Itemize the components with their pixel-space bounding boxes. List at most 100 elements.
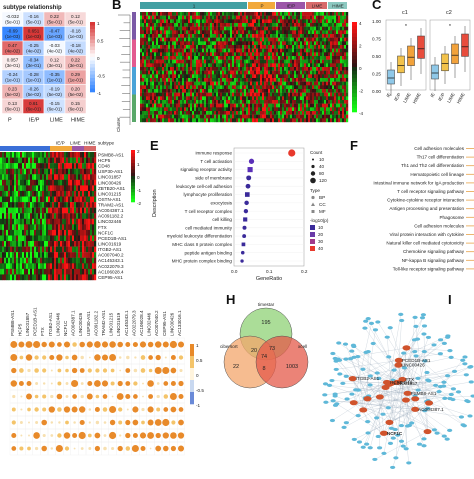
- heat-cell: [28, 269, 30, 275]
- heat-cell: [158, 93, 160, 97]
- heat-cell: [140, 30, 142, 34]
- heat-cell: [314, 85, 316, 89]
- heat-cell: [66, 185, 68, 191]
- heat-cell: [16, 230, 18, 236]
- corr-pvalue: (1e-03): [26, 34, 41, 39]
- heat-cell: [298, 16, 300, 20]
- heat-cell: [280, 23, 282, 27]
- heat-cell: [188, 45, 190, 49]
- heat-cell: [84, 174, 86, 180]
- scale-tick: -4: [359, 111, 364, 116]
- heat-cell: [178, 111, 180, 115]
- heat-cell: [212, 41, 214, 45]
- heat-cell: [164, 89, 166, 93]
- heat-cell: [54, 213, 56, 219]
- heat-cell: [148, 63, 150, 67]
- heat-cell: [214, 85, 216, 89]
- heat-cell: [186, 49, 188, 53]
- heat-cell: [192, 27, 194, 31]
- heat-cell: [322, 23, 324, 27]
- heat-cell: [288, 56, 290, 60]
- heat-cell: [148, 38, 150, 42]
- heat-cell: [286, 27, 288, 31]
- heat-cell: [152, 34, 154, 38]
- heat-cell: [308, 104, 310, 108]
- heat-cell: [308, 82, 310, 86]
- heat-cell: [30, 241, 32, 247]
- header-label: HIME: [84, 141, 95, 146]
- heat-cell: [284, 16, 286, 20]
- heat-cell: [164, 12, 166, 16]
- heat-cell: [44, 247, 46, 253]
- corr-pvalue: (5e-01): [26, 20, 41, 25]
- heat-cell: [42, 191, 44, 197]
- heat-cell: [344, 100, 346, 104]
- heat-cell: [18, 180, 20, 186]
- heat-cell: [28, 169, 30, 175]
- heat-cell: [218, 30, 220, 34]
- heat-cell: [60, 174, 62, 180]
- heat-cell: [188, 12, 190, 16]
- heat-cell: [306, 71, 308, 75]
- dot-mark: [242, 234, 246, 238]
- heat-cell: [146, 41, 148, 45]
- heat-cell: [242, 78, 244, 82]
- heat-cell: [52, 163, 54, 169]
- heat-cell: [196, 16, 198, 20]
- heat-cell: [188, 111, 190, 115]
- heat-cell: [150, 85, 152, 89]
- heat-cell: [280, 104, 282, 108]
- dot-mark: [249, 159, 254, 164]
- heat-cell: [222, 16, 224, 20]
- heat-cell: [160, 85, 162, 89]
- heat-cell: [10, 269, 12, 275]
- heat-cell: [294, 41, 296, 45]
- heat-cell: [276, 85, 278, 89]
- heat-cell: [240, 104, 242, 108]
- heat-cell: [262, 85, 264, 89]
- heat-cell: [214, 107, 216, 111]
- heat-cell: [164, 67, 166, 71]
- heat-cell: [164, 60, 166, 64]
- heat-cell: [256, 78, 258, 82]
- heat-cell: [334, 27, 336, 31]
- heat-cell: [22, 252, 24, 258]
- heat-cell: [212, 111, 214, 115]
- box-xtick: HIME: [456, 92, 466, 104]
- heat-cell: [204, 63, 206, 67]
- heat-cell: [158, 71, 160, 75]
- heat-cell: [240, 30, 242, 34]
- heat-cell: [74, 208, 76, 214]
- heat-cell: [336, 19, 338, 23]
- heat-cell: [310, 78, 312, 82]
- heat-cell: [46, 174, 48, 180]
- heat-cell: [256, 118, 258, 122]
- heat-cell: [80, 258, 82, 264]
- heat-cell: [186, 41, 188, 45]
- heat-cell: [152, 56, 154, 60]
- dendro-branch: [123, 70, 130, 78]
- heat-cell: [8, 274, 10, 280]
- heat-cell: [280, 41, 282, 45]
- heat-cell: [90, 185, 92, 191]
- heat-cell: [18, 202, 20, 208]
- heat-cell: [278, 71, 280, 75]
- heat-cell: [306, 45, 308, 49]
- heat-cell: [196, 93, 198, 97]
- heat-cell: [24, 174, 26, 180]
- heat-cell: [346, 27, 348, 31]
- heat-cell: [214, 82, 216, 86]
- heat-cell: [296, 34, 298, 38]
- heat-cell: [154, 71, 156, 75]
- legend-type-label: MF: [319, 209, 326, 214]
- heat-cell: [58, 174, 60, 180]
- heat-cell: [252, 74, 254, 78]
- dendro-branch: [121, 86, 130, 94]
- heat-cell: [310, 63, 312, 67]
- bubble-mark: [64, 406, 70, 412]
- heat-cell: [200, 93, 202, 97]
- heat-cell: [312, 63, 314, 67]
- heat-cell: [264, 52, 266, 56]
- heat-cell: [290, 96, 292, 100]
